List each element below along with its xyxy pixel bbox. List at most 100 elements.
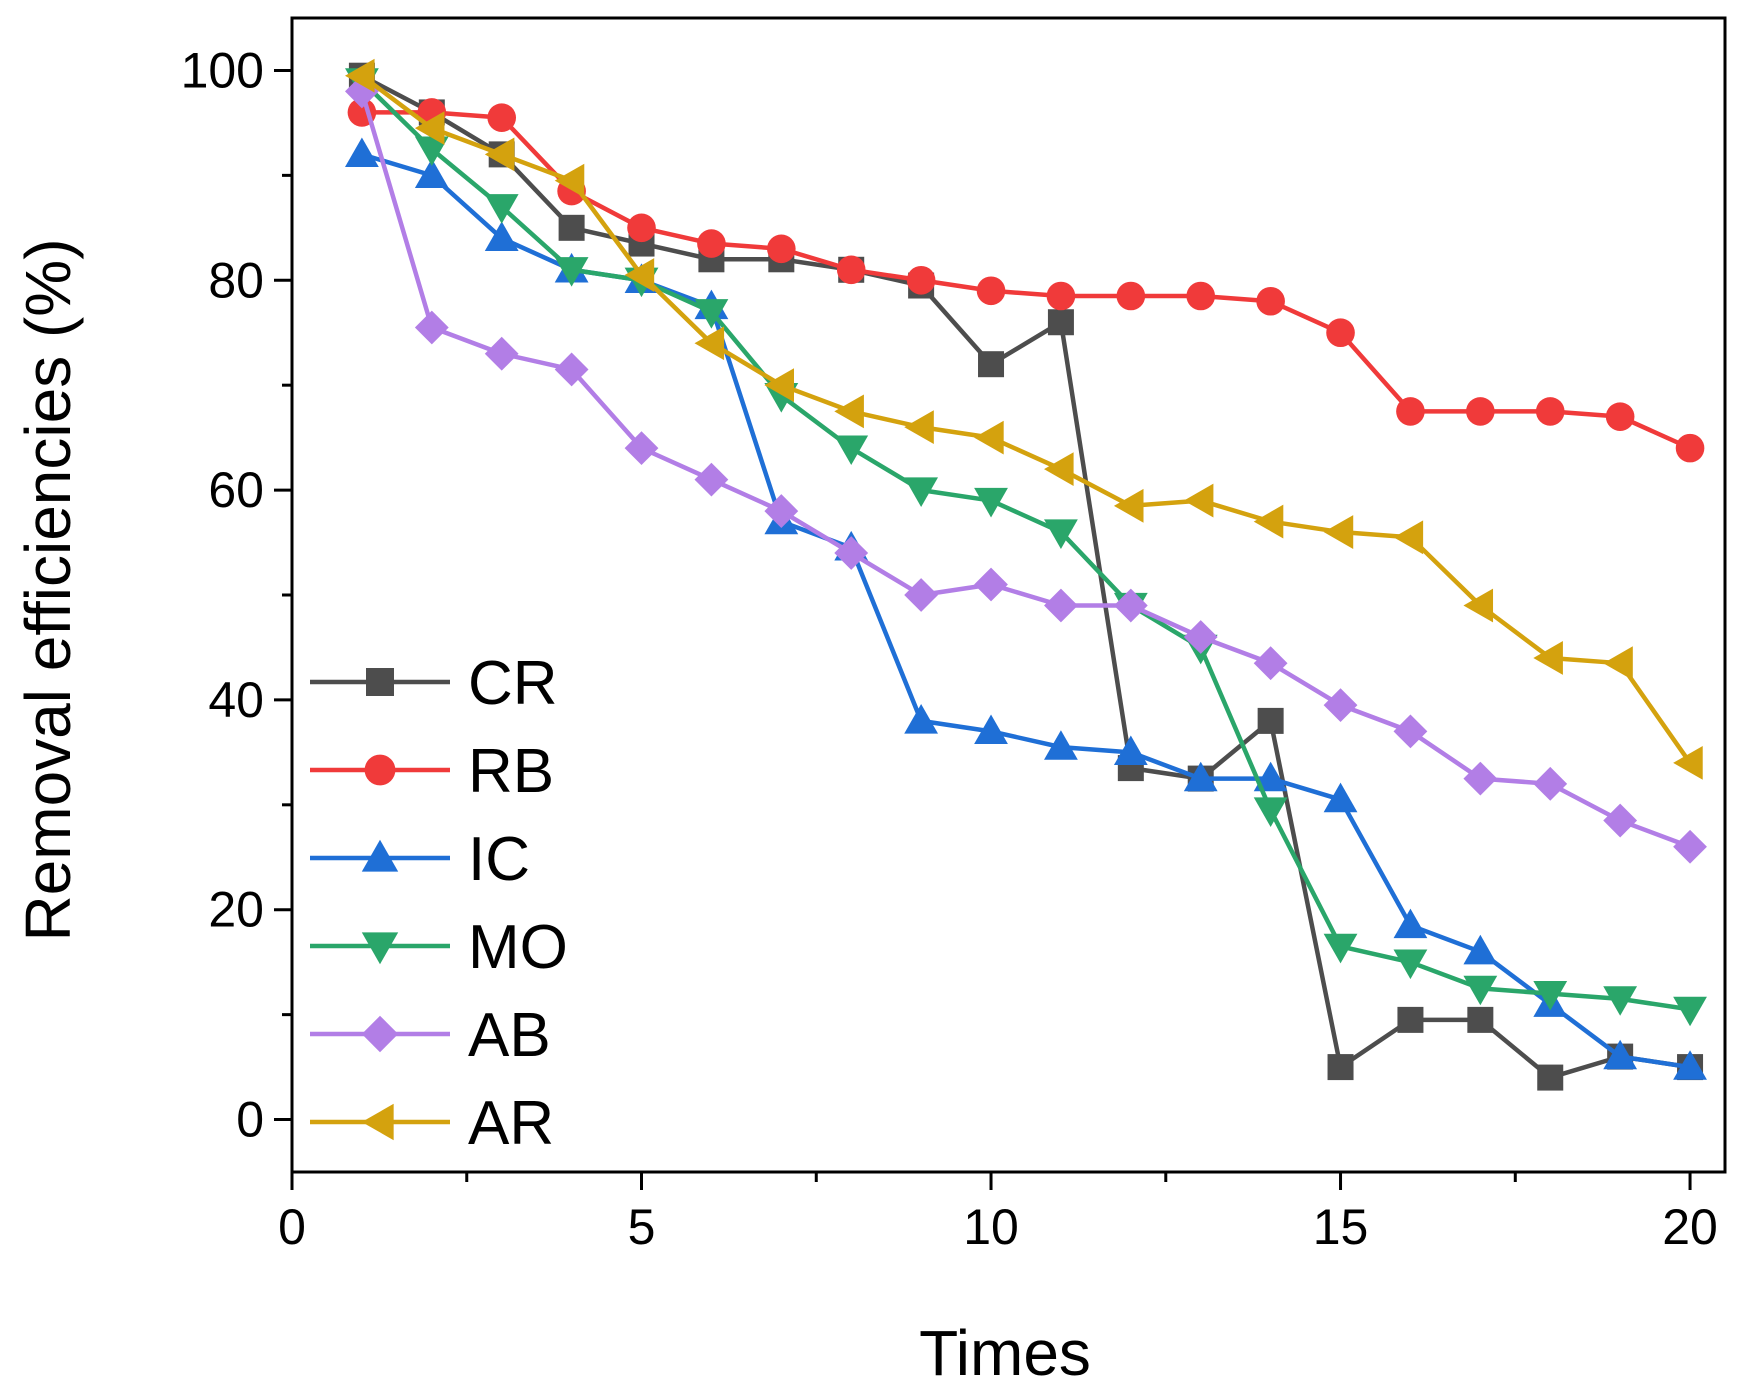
data-point-ar [1463,588,1494,623]
data-point-rb [487,103,517,132]
data-point-ab [554,352,589,387]
data-point-rb [767,234,796,264]
data-point-ar [1253,504,1284,539]
data-point-cr [1327,1054,1354,1081]
data-point-mo [1393,949,1428,980]
data-point-ab [1393,714,1428,749]
data-point-ic [345,137,379,168]
legend-label: MO [468,913,568,982]
data-point-ar [834,394,864,429]
legend-marker [361,839,399,872]
legend-label: IC [468,825,530,894]
data-point-ab [1253,646,1288,681]
data-point-ar [1603,646,1633,681]
data-point-rb [1675,433,1705,463]
data-point-ic [1393,908,1428,939]
data-point-ic [1463,934,1498,965]
data-point-ab [1113,588,1148,623]
legend-label: CR [468,649,558,718]
data-point-ar [1533,641,1563,675]
data-point-ic [1323,782,1358,813]
series-line-ab [359,90,1691,849]
legend-item-ic: IC [310,825,530,894]
x-tick-label: 0 [278,1199,306,1255]
y-tick-label: 80 [208,252,264,308]
data-point-ic [1253,761,1288,792]
legend-label: AB [468,1001,551,1070]
data-point-ab [624,431,659,466]
legend: CR RB IC MO AB AR [310,649,568,1158]
data-point-ar [1673,745,1703,780]
legend-item-rb: RB [310,737,554,806]
data-point-rb [1116,281,1146,311]
plot-frame [290,16,1727,1174]
data-point-ab [484,336,519,371]
data-point-cr [558,214,585,241]
data-point-mo [1603,986,1638,1016]
legend-item-ar: AR [310,1089,554,1158]
legend-marker [361,1015,399,1053]
data-point-rb [627,213,656,243]
data-point-rb [1186,281,1216,311]
data-point-mo [904,477,939,507]
data-point-mo [974,487,1008,518]
data-point-ar [554,163,585,198]
data-point-mo [834,435,869,466]
data-point-ar [694,326,725,361]
data-point-cr [1467,1006,1494,1033]
data-point-ab [694,462,729,497]
x-axis-title: Times [919,1317,1091,1388]
x-tick-label: 20 [1662,1199,1718,1255]
data-point-rb [1256,286,1285,316]
legend-item-mo: MO [310,913,568,982]
series-layer [345,58,1707,1091]
data-point-ab [1463,761,1498,796]
data-point-ic [414,158,449,189]
legend-marker [361,932,399,965]
data-point-ab [764,494,799,528]
data-point-ab [1533,766,1568,801]
y-axis-title: Removal efficiencies (%) [12,238,84,941]
data-point-ab [1323,688,1358,723]
data-point-rb [1605,402,1635,431]
data-point-mo [694,299,729,329]
data-point-rb [1535,397,1565,426]
y-tick-label: 0 [236,1092,264,1148]
axes: 0 5 10 15 20 0 20 40 60 80 100 [181,16,1727,1255]
data-point-mo [1323,933,1358,964]
data-point-ar [1183,483,1214,518]
data-point-ab [1183,620,1218,654]
y-tick-label: 20 [208,882,264,938]
data-point-ic [1044,730,1078,760]
data-point-ar [764,368,794,403]
y-tick-label: 60 [208,462,264,518]
y-tick-label: 100 [181,42,264,98]
data-point-mo [554,257,589,287]
data-point-mo [1044,519,1078,549]
data-point-ar [1044,452,1074,487]
legend-label: RB [468,737,554,806]
series-ar [345,58,1703,780]
x-tick-label: 10 [963,1199,1019,1255]
data-point-mo [1253,797,1288,827]
y-tick-label: 40 [208,672,264,728]
data-point-ab [834,536,869,570]
data-point-rb [836,255,866,285]
data-point-ar [624,258,655,292]
data-point-ic [484,221,519,251]
data-point-ic [1183,761,1218,792]
data-point-rb [697,229,726,258]
data-point-ab [1603,803,1638,838]
legend-item-ab: AB [310,1001,551,1070]
data-point-rb [906,265,936,295]
data-point-ic [1603,1039,1638,1070]
data-point-ab [1673,829,1707,864]
data-point-cr [1397,1006,1424,1033]
data-point-ar [414,111,445,146]
data-point-cr [1257,707,1284,734]
data-point-cr [978,351,1005,378]
data-point-mo [1673,996,1707,1027]
series-rb [347,98,1705,463]
legend-label: AR [468,1089,554,1158]
series-ab [345,74,1707,864]
